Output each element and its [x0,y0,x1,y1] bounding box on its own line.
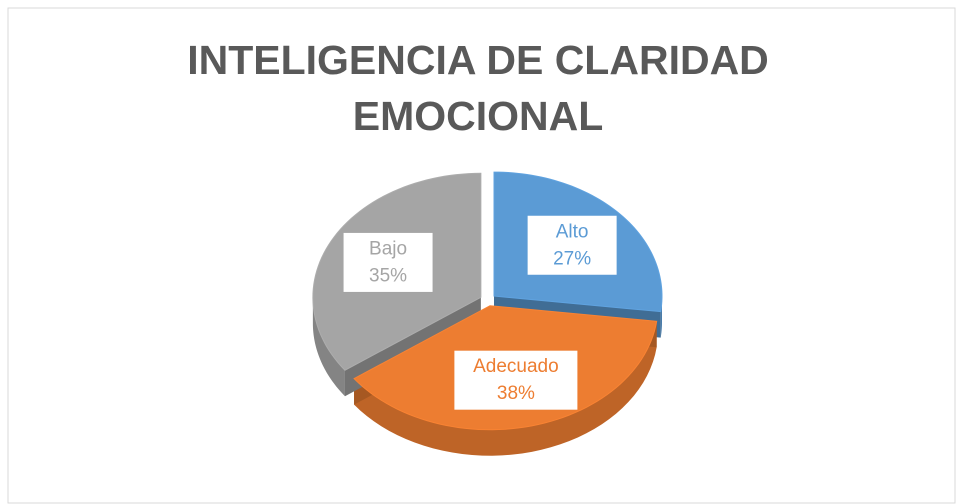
data-label-value: 35% [369,265,407,286]
slice-side [354,321,657,456]
data-label-value: 27% [553,248,591,269]
data-label-category: Adecuado [473,356,559,377]
data-label-category: Bajo [369,238,407,259]
chart-title: INTELIGENCIA DE CLARIDAD EMOCIONAL [187,37,769,139]
data-label-box [453,349,579,411]
data-label-box [526,214,618,276]
data-label-box [342,231,434,293]
chart-border [7,7,956,504]
data-label-value: 38% [497,383,535,404]
slice-side [312,297,345,397]
data-label-category: Alto [556,221,589,242]
